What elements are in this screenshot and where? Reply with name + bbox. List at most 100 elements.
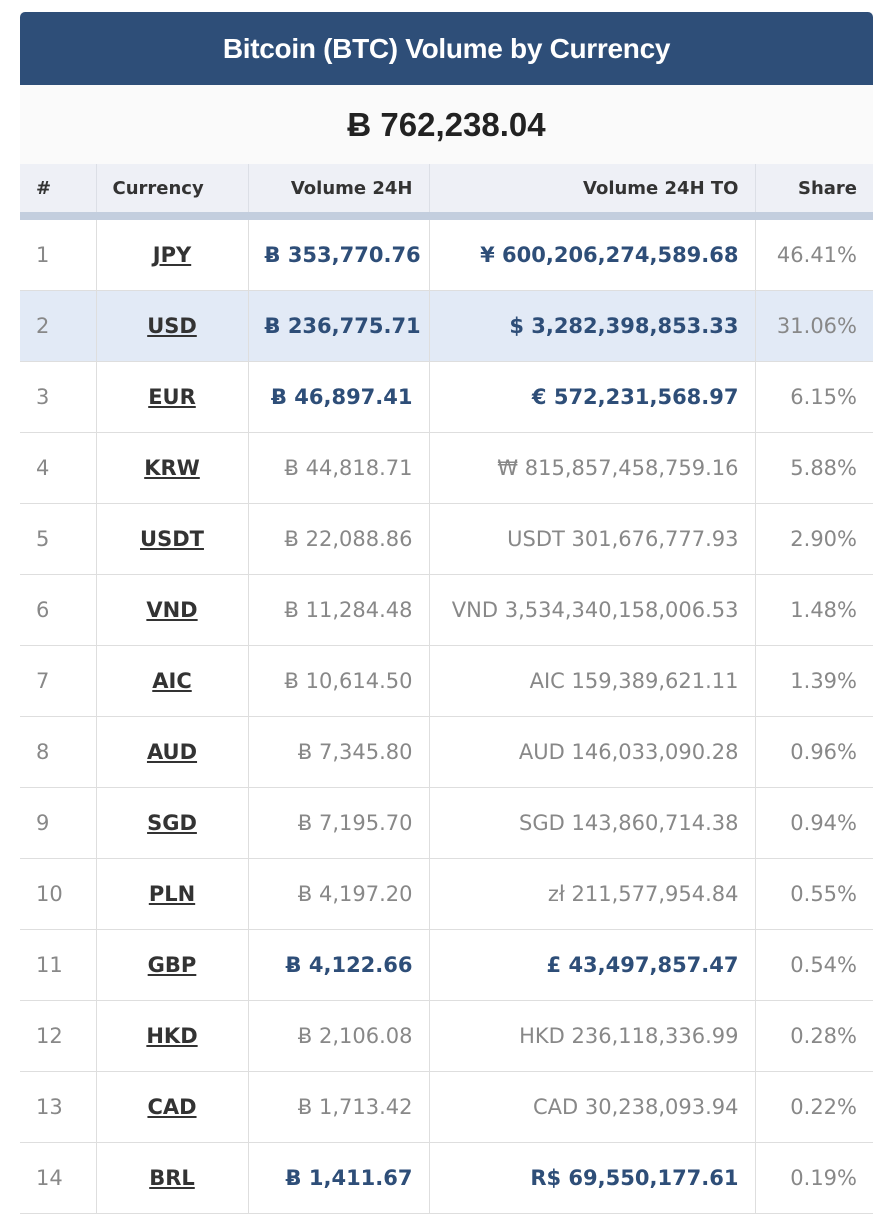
currency-cell: AIC [96,645,249,717]
currency-cell: HKD [96,1000,249,1072]
currency-cell: USD [96,290,249,362]
currency-link[interactable]: VND [146,598,198,622]
currency-cell: VND [96,574,249,646]
header-share[interactable]: Share [755,164,873,220]
volume-table: # Currency Volume 24H Volume 24H TO Shar… [20,164,873,1214]
currency-link[interactable]: USD [147,314,197,338]
rank-cell: 9 [20,787,97,859]
volume-24h-cell: Ƀ 7,195.70 [248,787,430,859]
table-row[interactable]: 2 USD Ƀ 236,775.71 $ 3,282,398,853.33 31.06% [20,290,873,362]
volume-24h-cell: Ƀ 10,614.50 [248,645,430,717]
volume-24h-to-cell: ₩ 815,857,458,759.16 [429,432,756,504]
table-row[interactable]: 13 CAD Ƀ 1,713.42 CAD 30,238,093.94 0.22% [20,1071,873,1143]
share-cell: 46.41% [755,216,873,291]
currency-cell: SGD [96,787,249,859]
table-row[interactable]: 8 AUD Ƀ 7,345.80 AUD 146,033,090.28 0.96% [20,716,873,788]
rank-cell: 4 [20,432,97,504]
currency-link[interactable]: BRL [149,1166,195,1190]
share-cell: 0.55% [755,858,873,930]
rank-cell: 8 [20,716,97,788]
table-row[interactable]: 10 PLN Ƀ 4,197.20 zł 211,577,954.84 0.55% [20,858,873,930]
share-cell: 0.22% [755,1071,873,1143]
header-volume-24h-to[interactable]: Volume 24H TO [429,164,756,220]
currency-link[interactable]: HKD [146,1024,198,1048]
rank-cell: 10 [20,858,97,930]
table-row[interactable]: 9 SGD Ƀ 7,195.70 SGD 143,860,714.38 0.94% [20,787,873,859]
volume-24h-cell: Ƀ 2,106.08 [248,1000,430,1072]
volume-24h-to-cell: VND 3,534,340,158,006.53 [429,574,756,646]
volume-24h-to-cell: ¥ 600,206,274,589.68 [429,216,756,291]
volume-24h-cell: Ƀ 353,770.76 [248,216,430,291]
volume-24h-to-cell: $ 3,282,398,853.33 [429,290,756,362]
volume-24h-cell: Ƀ 4,122.66 [248,929,430,1001]
currency-link[interactable]: AUD [146,740,198,764]
widget-title: Bitcoin (BTC) Volume by Currency [20,12,873,85]
volume-24h-cell: Ƀ 46,897.41 [248,361,430,433]
currency-link[interactable]: AIC [152,669,192,693]
rank-cell: 12 [20,1000,97,1072]
volume-24h-to-cell: USDT 301,676,777.93 [429,503,756,575]
rank-cell: 6 [20,574,97,646]
share-cell: 0.54% [755,929,873,1001]
volume-24h-cell: Ƀ 1,411.67 [248,1142,430,1214]
volume-24h-to-cell: € 572,231,568.97 [429,361,756,433]
table-row[interactable]: 11 GBP Ƀ 4,122.66 £ 43,497,857.47 0.54% [20,929,873,1001]
rank-cell: 11 [20,929,97,1001]
header-rank: # [20,164,97,220]
share-cell: 0.19% [755,1142,873,1214]
volume-24h-to-cell: zł 211,577,954.84 [429,858,756,930]
table-row[interactable]: 14 BRL Ƀ 1,411.67 R$ 69,550,177.61 0.19% [20,1142,873,1214]
currency-cell: JPY [96,216,249,291]
currency-cell: USDT [96,503,249,575]
share-cell: 31.06% [755,290,873,362]
volume-24h-cell: Ƀ 44,818.71 [248,432,430,504]
volume-24h-to-cell: AIC 159,389,621.11 [429,645,756,717]
table-row[interactable]: 5 USDT Ƀ 22,088.86 USDT 301,676,777.93 2.90% [20,503,873,575]
volume-24h-to-cell: R$ 69,550,177.61 [429,1142,756,1214]
table-row[interactable]: 1 JPY Ƀ 353,770.76 ¥ 600,206,274,589.68 46.4… [20,216,873,291]
volume-24h-cell: Ƀ 4,197.20 [248,858,430,930]
table-row[interactable]: 3 EUR Ƀ 46,897.41 € 572,231,568.97 6.15% [20,361,873,433]
currency-cell: KRW [96,432,249,504]
table-row[interactable]: 4 KRW Ƀ 44,818.71 ₩ 815,857,458,759.16 5.88% [20,432,873,504]
volume-widget: Bitcoin (BTC) Volume by Currency Ƀ 762,2… [20,12,873,1214]
rank-cell: 13 [20,1071,97,1143]
volume-24h-to-cell: AUD 146,033,090.28 [429,716,756,788]
currency-link[interactable]: PLN [148,882,196,906]
table-row[interactable]: 6 VND Ƀ 11,284.48 VND 3,534,340,158,006.53 1… [20,574,873,646]
share-cell: 0.96% [755,716,873,788]
volume-24h-cell: Ƀ 1,713.42 [248,1071,430,1143]
share-cell: 0.94% [755,787,873,859]
share-cell: 6.15% [755,361,873,433]
volume-24h-cell: Ƀ 7,345.80 [248,716,430,788]
currency-link[interactable]: JPY [152,243,192,267]
volume-24h-to-cell: HKD 236,118,336.99 [429,1000,756,1072]
currency-cell: CAD [96,1071,249,1143]
volume-24h-to-cell: £ 43,497,857.47 [429,929,756,1001]
table-row[interactable]: 12 HKD Ƀ 2,106.08 HKD 236,118,336.99 0.28% [20,1000,873,1072]
currency-link[interactable]: SGD [147,811,197,835]
volume-24h-to-cell: SGD 143,860,714.38 [429,787,756,859]
header-currency: Currency [96,164,249,220]
rank-cell: 3 [20,361,97,433]
share-cell: 0.28% [755,1000,873,1072]
currency-link[interactable]: KRW [144,456,200,480]
total-volume: Ƀ 762,238.04 [20,85,873,164]
currency-cell: PLN [96,858,249,930]
share-cell: 2.90% [755,503,873,575]
currency-link[interactable]: USDT [140,527,204,551]
share-cell: 1.48% [755,574,873,646]
currency-cell: GBP [96,929,249,1001]
currency-cell: EUR [96,361,249,433]
currency-cell: BRL [96,1142,249,1214]
header-volume-24h[interactable]: Volume 24H [248,164,430,220]
rank-cell: 7 [20,645,97,717]
currency-link[interactable]: GBP [147,953,197,977]
currency-link[interactable]: EUR [148,385,196,409]
table-row[interactable]: 7 AIC Ƀ 10,614.50 AIC 159,389,621.11 1.39% [20,645,873,717]
volume-24h-cell: Ƀ 22,088.86 [248,503,430,575]
volume-24h-cell: Ƀ 236,775.71 [248,290,430,362]
table-body: 1 JPY Ƀ 353,770.76 ¥ 600,206,274,589.68 46.4… [20,216,873,1214]
currency-link[interactable]: CAD [147,1095,197,1119]
volume-24h-cell: Ƀ 11,284.48 [248,574,430,646]
